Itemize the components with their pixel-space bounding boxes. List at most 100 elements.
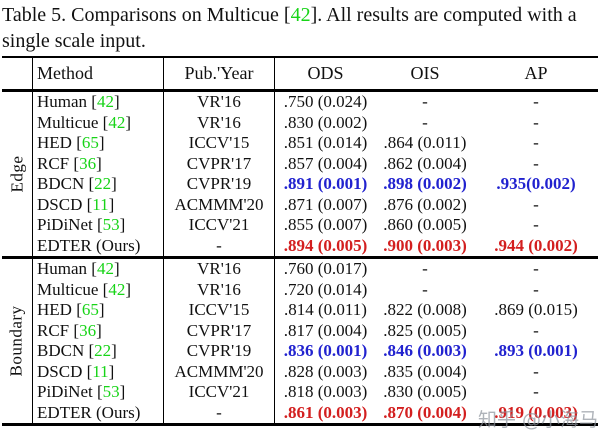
- bracket: ]: [113, 259, 120, 278]
- citation-ref: 11: [92, 361, 109, 381]
- table-row: Human [42] VR'16.760 (0.017) - -: [32, 259, 598, 280]
- method-cell: Multicue [42]: [32, 279, 164, 300]
- pub-year-cell: CVPR'19: [164, 174, 275, 195]
- ois-cell: .822 (0.008): [383, 300, 467, 319]
- bracket: ]: [119, 382, 126, 401]
- citation-ref: 42: [96, 259, 114, 278]
- ap-cell: -: [533, 133, 539, 152]
- ods-cell: .828 (0.003): [283, 361, 368, 381]
- bracket: [: [71, 300, 82, 319]
- ods-cell: .871 (0.007): [283, 194, 368, 214]
- pub-year-cell: ICCV'15: [164, 300, 275, 321]
- ods-cell: .720 (0.014): [283, 279, 368, 299]
- ois-cell: .830 (0.005): [383, 382, 467, 401]
- table-row: Multicue [42] VR'16.720 (0.014) - -: [32, 279, 598, 300]
- ods-cell: .814 (0.011): [284, 300, 367, 319]
- method-name: RCF: [37, 320, 70, 340]
- method-cell: HED [65]: [32, 133, 164, 154]
- bracket: [: [71, 133, 82, 152]
- bracket: ]: [125, 279, 131, 299]
- ods-cell: .817 (0.004): [283, 320, 368, 340]
- method-name: PiDiNet: [37, 382, 93, 401]
- method-name: Multicue: [37, 279, 99, 299]
- bracket: ]: [111, 341, 117, 360]
- bracket: ]: [96, 153, 102, 173]
- table-row: PiDiNet [53] ICCV'21.818 (0.003) .830 (0.0…: [32, 382, 598, 403]
- table-row: HED [65] ICCV'15 .851 (0.014) .864 (0.011) -: [32, 133, 598, 154]
- pub-year-cell: ICCV'21: [164, 382, 275, 403]
- header-ods: ODS: [307, 63, 344, 83]
- method-name: Human: [37, 259, 88, 278]
- method-name: PiDiNet: [37, 215, 93, 234]
- citation-ref: 36: [79, 153, 97, 173]
- ois-cell: -: [422, 259, 428, 278]
- ap-cell: -: [533, 361, 539, 381]
- method-cell: PiDiNet [53]: [32, 215, 164, 236]
- method-cell: EDTER (Ours): [32, 402, 164, 423]
- pub-year-cell: ICCV'21: [164, 215, 275, 236]
- citation-ref: 42: [108, 279, 126, 299]
- method-cell: PiDiNet [53]: [32, 382, 164, 403]
- method-cell: RCF [36]: [32, 320, 164, 341]
- bracket: [: [87, 92, 97, 111]
- ois-cell: .862 (0.004): [383, 153, 467, 173]
- ap-cell: -: [533, 259, 539, 278]
- ods-cell: .857 (0.004): [283, 153, 368, 173]
- table-row: BDCN [22] CVPR'19.836 (0.001) .846 (0.003)…: [32, 341, 598, 362]
- ois-cell: .876 (0.002): [383, 194, 467, 214]
- bracket: [: [84, 174, 95, 193]
- bracket: ]: [98, 133, 105, 152]
- table-row: EDTER (Ours) - .861 (0.003) .870 (0.004) .91…: [32, 402, 598, 423]
- ois-cell: .900 (0.003): [383, 235, 467, 255]
- table-row: RCF [36] CVPR'17.857 (0.004) .862 (0.004) -: [32, 153, 598, 174]
- bracket: ]: [111, 174, 117, 193]
- edge-section-label: Edge: [7, 155, 26, 193]
- method-name: BDCN: [37, 341, 85, 360]
- ois-cell: .864 (0.011): [383, 133, 467, 152]
- caption-line2: with a single scale input.: [2, 4, 577, 52]
- bracket: [: [98, 112, 109, 132]
- method-cell: DSCD [11]: [32, 194, 164, 215]
- ois-cell: -: [422, 92, 428, 111]
- method-name: HED: [37, 300, 72, 319]
- table-row: PiDiNet [53] ICCV'21.855 (0.007) .860 (0.0…: [32, 215, 598, 236]
- pub-year-cell: -: [164, 235, 275, 256]
- citation-ref: 22: [94, 341, 112, 360]
- citation-ref: 53: [102, 215, 120, 234]
- ods-cell: .891 (0.001): [283, 174, 368, 193]
- edge-rows: Human [42] VR'16.750 (0.024) - - Multicue [4…: [32, 92, 598, 256]
- section-divider-rule: [2, 256, 598, 259]
- ois-cell: .846 (0.003): [383, 341, 467, 360]
- caption-citation: 42: [290, 4, 311, 26]
- citation-ref: 53: [102, 382, 120, 401]
- header-ap: AP: [524, 63, 548, 83]
- method-cell: EDTER (Ours): [32, 235, 164, 256]
- citation-ref: 42: [108, 112, 126, 132]
- table-row: BDCN [22] CVPR'19.891 (0.001) .898 (0.002)…: [32, 174, 598, 195]
- boundary-rows: Human [42] VR'16.760 (0.017) - - Multicue [4…: [32, 259, 598, 423]
- ods-cell: .861 (0.003): [283, 402, 368, 422]
- caption-text-post: ]. All results are computed: [310, 4, 523, 26]
- header-rule: [2, 89, 598, 92]
- ods-cell: .851 (0.014): [283, 133, 368, 152]
- ois-cell: .870 (0.004): [383, 402, 467, 422]
- bottom-rule: [2, 423, 598, 426]
- ap-cell: -: [533, 382, 539, 401]
- bracket: [: [92, 215, 103, 234]
- bracket: ]: [113, 92, 120, 111]
- pub-year-cell: CVPR'17: [164, 320, 275, 341]
- ois-cell: .825 (0.005): [383, 320, 467, 340]
- header-row: Method Pub.'Year ODS OIS AP: [32, 58, 598, 89]
- ap-cell: .919 (0.003): [494, 402, 578, 422]
- table-row: Multicue [42] VR'16.830 (0.002) - -: [32, 112, 598, 133]
- bracket: ]: [108, 194, 115, 214]
- ap-cell: -: [533, 279, 539, 299]
- boundary-section-label: Boundary: [7, 305, 27, 377]
- bracket: [: [92, 382, 103, 401]
- ap-cell: .869 (0.015): [494, 300, 578, 319]
- ods-cell: .836 (0.001): [283, 341, 368, 360]
- pub-year-cell: ICCV'15: [164, 133, 275, 154]
- top-rule: [2, 56, 598, 58]
- method-cell: Human [42]: [32, 259, 164, 280]
- ods-cell: .818 (0.003): [283, 382, 368, 401]
